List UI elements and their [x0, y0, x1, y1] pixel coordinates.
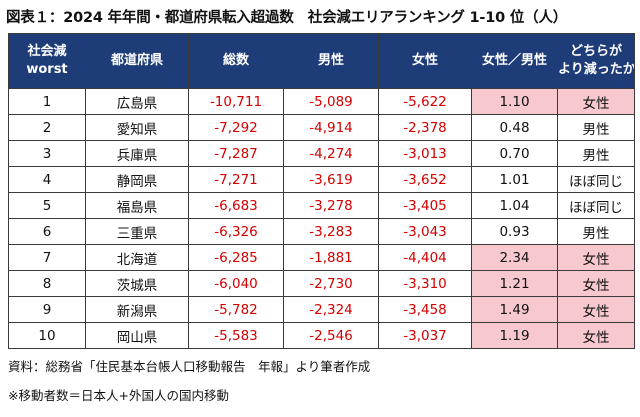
header-male: 男性 [283, 33, 379, 89]
cell-total: -7,292 [188, 114, 284, 141]
cell-rank: 9 [8, 296, 86, 323]
cell-ratio: 1.19 [471, 322, 558, 349]
table-row: 3 兵庫県 -7,287 -4,274 -3,013 0.70 男性 [8, 140, 635, 167]
cell-total: -7,287 [188, 140, 284, 167]
cell-total: -6,683 [188, 192, 284, 219]
table-row: 10 岡山県 -5,583 -2,546 -3,037 1.19 女性 [8, 322, 635, 349]
header-total: 総数 [188, 33, 284, 89]
table-row: 4 静岡県 -7,271 -3,619 -3,652 1.01 ほぼ同じ [8, 166, 635, 193]
cell-female: -2,378 [378, 114, 472, 141]
cell-which: ほぼ同じ [557, 192, 635, 219]
cell-ratio: 0.48 [471, 114, 558, 141]
cell-which: 男性 [557, 140, 635, 167]
cell-which: 男性 [557, 114, 635, 141]
cell-total: -5,583 [188, 322, 284, 349]
header-which: どちらが より減ったか [557, 33, 635, 89]
cell-prefecture: 静岡県 [85, 166, 189, 193]
cell-male: -2,324 [283, 296, 379, 323]
cell-female: -4,404 [378, 244, 472, 271]
cell-ratio: 0.93 [471, 218, 558, 245]
cell-rank: 8 [8, 270, 86, 297]
cell-male: -4,274 [283, 140, 379, 167]
cell-male: -3,283 [283, 218, 379, 245]
cell-ratio: 0.70 [471, 140, 558, 167]
cell-rank: 10 [8, 322, 86, 349]
cell-which: 女性 [557, 88, 635, 115]
table-row: 2 愛知県 -7,292 -4,914 -2,378 0.48 男性 [8, 114, 635, 141]
ranking-table: 社会減 worst 都道府県 総数 男性 女性 女性／男性 どちらが より減った… [8, 33, 635, 349]
cell-rank: 5 [8, 192, 86, 219]
cell-prefecture: 北海道 [85, 244, 189, 271]
cell-male: -4,914 [283, 114, 379, 141]
cell-male: -3,278 [283, 192, 379, 219]
cell-female: -3,652 [378, 166, 472, 193]
cell-total: -6,285 [188, 244, 284, 271]
cell-which: 女性 [557, 296, 635, 323]
table-row: 5 福島県 -6,683 -3,278 -3,405 1.04 ほぼ同じ [8, 192, 635, 219]
cell-female: -3,310 [378, 270, 472, 297]
cell-total: -5,782 [188, 296, 284, 323]
cell-prefecture: 新潟県 [85, 296, 189, 323]
cell-prefecture: 兵庫県 [85, 140, 189, 167]
table-row: 7 北海道 -6,285 -1,881 -4,404 2.34 女性 [8, 244, 635, 271]
cell-male: -2,546 [283, 322, 379, 349]
header-rank: 社会減 worst [8, 33, 86, 89]
cell-which: ほぼ同じ [557, 166, 635, 193]
cell-rank: 6 [8, 218, 86, 245]
cell-ratio: 1.49 [471, 296, 558, 323]
cell-ratio: 1.21 [471, 270, 558, 297]
cell-which: 女性 [557, 322, 635, 349]
cell-male: -1,881 [283, 244, 379, 271]
header-female: 女性 [378, 33, 472, 89]
cell-male: -3,619 [283, 166, 379, 193]
header-prefecture: 都道府県 [85, 33, 189, 89]
cell-prefecture: 広島県 [85, 88, 189, 115]
cell-female: -3,405 [378, 192, 472, 219]
cell-female: -5,622 [378, 88, 472, 115]
cell-ratio: 1.04 [471, 192, 558, 219]
cell-total: -6,040 [188, 270, 284, 297]
table-header-row: 社会減 worst 都道府県 総数 男性 女性 女性／男性 どちらが より減った… [8, 33, 635, 89]
cell-total: -10,711 [188, 88, 284, 115]
cell-which: 女性 [557, 270, 635, 297]
cell-female: -3,458 [378, 296, 472, 323]
cell-total: -7,271 [188, 166, 284, 193]
footnote: ※移動者数＝日本人+外国人の国内移動 [8, 388, 229, 403]
table-row: 9 新潟県 -5,782 -2,324 -3,458 1.49 女性 [8, 296, 635, 323]
table-row: 8 茨城県 -6,040 -2,730 -3,310 1.21 女性 [8, 270, 635, 297]
cell-female: -3,043 [378, 218, 472, 245]
table-row: 6 三重県 -6,326 -3,283 -3,043 0.93 男性 [8, 218, 635, 245]
source-note: 資料：総務省「住民基本台帳人口移動報告 年報」より筆者作成 [8, 359, 371, 374]
cell-which: 女性 [557, 244, 635, 271]
cell-female: -3,013 [378, 140, 472, 167]
cell-female: -3,037 [378, 322, 472, 349]
table-body: 1 広島県 -10,711 -5,089 -5,622 1.10 女性 2 愛知県 -7,292-… [8, 88, 635, 349]
cell-ratio: 1.01 [471, 166, 558, 193]
cell-total: -6,326 [188, 218, 284, 245]
cell-prefecture: 三重県 [85, 218, 189, 245]
cell-prefecture: 福島県 [85, 192, 189, 219]
cell-rank: 3 [8, 140, 86, 167]
chart-title: 図表１：2024 年年間・都道府県転入超過数 社会減エリアランキング 1-10 … [6, 10, 568, 26]
cell-rank: 1 [8, 88, 86, 115]
cell-male: -5,089 [283, 88, 379, 115]
cell-prefecture: 愛知県 [85, 114, 189, 141]
cell-male: -2,730 [283, 270, 379, 297]
cell-rank: 2 [8, 114, 86, 141]
cell-rank: 4 [8, 166, 86, 193]
cell-prefecture: 岡山県 [85, 322, 189, 349]
cell-ratio: 2.34 [471, 244, 558, 271]
table-row: 1 広島県 -10,711 -5,089 -5,622 1.10 女性 [8, 88, 635, 115]
cell-which: 男性 [557, 218, 635, 245]
cell-prefecture: 茨城県 [85, 270, 189, 297]
header-ratio: 女性／男性 [471, 33, 558, 89]
cell-rank: 7 [8, 244, 86, 271]
cell-ratio: 1.10 [471, 88, 558, 115]
